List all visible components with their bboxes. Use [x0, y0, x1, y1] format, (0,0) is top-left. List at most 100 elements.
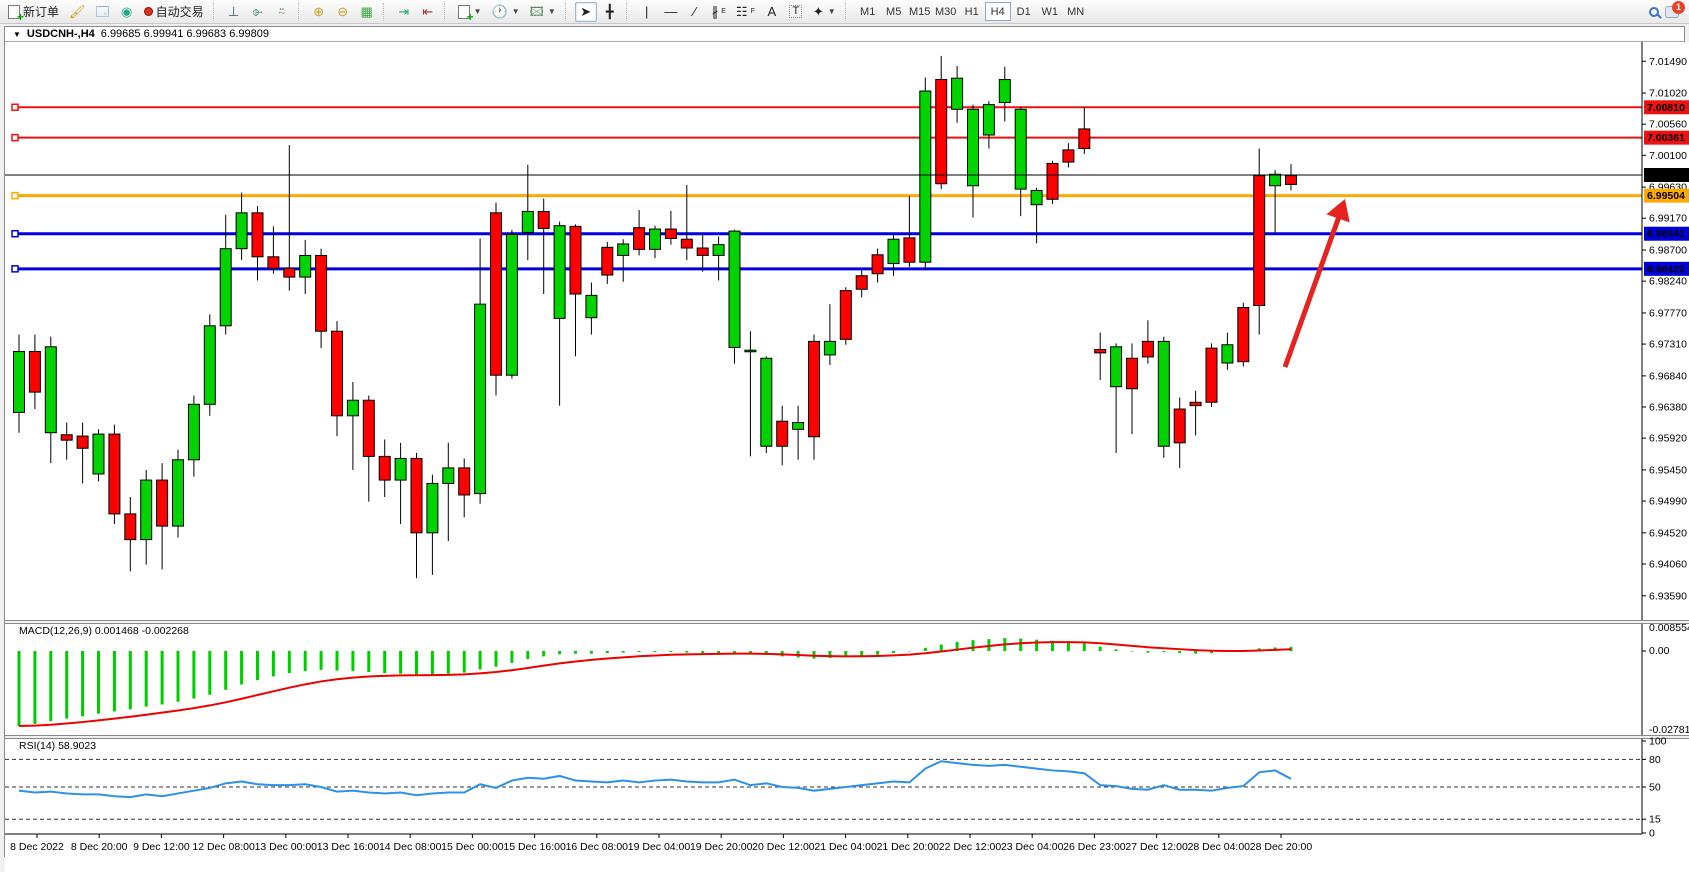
toolbar-separator [297, 2, 303, 21]
timeframe-M15[interactable]: M15 [908, 5, 931, 18]
channel-icon: ∦ [711, 4, 719, 19]
vertical-line-button[interactable]: | [636, 2, 658, 22]
candle-body [267, 256, 280, 269]
crosshair-button[interactable]: ╋ [599, 2, 621, 22]
price-tick-label: 6.98700 [1649, 245, 1687, 257]
price-tag: 6.99809 [1647, 170, 1685, 182]
chevron-down-icon: ▼ [827, 7, 836, 16]
candle-body [1157, 340, 1170, 447]
timeframe-H1[interactable]: H1 [964, 5, 979, 18]
label-button[interactable]: T [785, 2, 807, 22]
indicators-icon [457, 4, 474, 24]
candle-body [394, 457, 407, 481]
candle-body [951, 77, 964, 110]
channel-button[interactable]: ∦ E [708, 2, 730, 22]
rsi-scale-label: 0 [1649, 828, 1655, 840]
candle-body [1173, 408, 1186, 444]
chart-shift-button[interactable]: ⇤ [417, 2, 439, 22]
candle-body [680, 238, 693, 249]
trendline-button[interactable]: ∕ [684, 2, 706, 22]
signals-button[interactable]: ◉ [116, 2, 138, 22]
candle-body [76, 435, 89, 449]
notification-icon[interactable]: 1 [1665, 0, 1685, 18]
zoom-out-button[interactable]: ⊖ [332, 2, 354, 22]
candle-body [187, 403, 200, 461]
timeframe-M5[interactable]: M5 [886, 5, 902, 18]
candle-body [490, 212, 502, 376]
tile-windows-button[interactable]: ▦ [356, 2, 378, 22]
toolbar-separator [844, 2, 850, 21]
cursor-button[interactable]: ➤ [574, 1, 597, 22]
candle-body [203, 325, 216, 405]
candle-body [537, 210, 550, 229]
macd-label: MACD(12,26,9) 0.001468 -0.002268 [19, 625, 189, 637]
time-axis-label: 21 Dec 04:00 [814, 841, 877, 853]
time-axis-label: 12 Dec 08:00 [192, 841, 255, 853]
deposit-button[interactable]: 🖌 [65, 2, 90, 22]
timeframe-M30[interactable]: M30 [934, 5, 957, 18]
candle-body [172, 459, 184, 527]
candle-body [998, 79, 1011, 104]
line-chart-button[interactable]: ⍨ [271, 2, 293, 22]
candle-body [108, 433, 121, 515]
price-tick-label: 7.01490 [1649, 56, 1687, 68]
candle-body [1062, 149, 1075, 163]
rsi-line [18, 760, 1292, 799]
zoom-in-button[interactable]: ⊕ [308, 2, 330, 22]
rsi-label: RSI(14) 58.9023 [19, 740, 96, 752]
timeframe-W1[interactable]: W1 [1041, 5, 1058, 18]
collapse-triangle-icon[interactable]: ▼ [13, 29, 21, 39]
candle-body [1205, 347, 1218, 403]
time-axis-label: 8 Dec 20:00 [71, 841, 128, 853]
toolbar-separator [443, 2, 449, 21]
candle-body [649, 228, 661, 250]
candle-body [315, 254, 328, 332]
text-button[interactable]: A [761, 2, 783, 22]
fibonacci-button[interactable]: ☷ F [732, 2, 759, 22]
candle-body [919, 90, 932, 263]
candle-body [156, 479, 169, 527]
timeframe-MN[interactable]: MN [1067, 5, 1085, 18]
new-order-button[interactable]: 新订单 [4, 2, 63, 24]
new-order-label: 新订单 [23, 5, 60, 19]
zoom-in-icon: ⊕ [313, 4, 325, 19]
timeframe-H4[interactable]: H4 [984, 2, 1011, 21]
candle-body [585, 294, 598, 319]
price-tick-label: 6.96840 [1649, 370, 1687, 382]
horizontal-line-button[interactable]: — [660, 2, 682, 22]
candle-body [410, 457, 423, 534]
periods-button[interactable]: 🕐 ▼ [488, 2, 524, 22]
search-icon[interactable] [1649, 6, 1659, 17]
candle-body [60, 434, 73, 441]
time-axis-label: 13 Dec 00:00 [255, 841, 318, 853]
chart-window: ▼ USDCNH-,H4 6.99685 6.99941 6.99683 6.9… [4, 26, 1689, 872]
candle-body [458, 467, 471, 496]
price-tick-label: 6.93590 [1649, 590, 1687, 602]
candle-body [1110, 346, 1123, 388]
chart-canvas[interactable]: 7.014907.010207.005607.001006.996306.991… [5, 42, 1689, 872]
templates-button[interactable]: 🖾 ▼ [526, 2, 560, 22]
candlestick-chart-button[interactable]: ⌱ [247, 2, 269, 22]
rsi-scale-label: 80 [1649, 754, 1661, 766]
candle-body [124, 513, 137, 541]
candle-body [1014, 108, 1027, 190]
candle-body [839, 290, 852, 340]
candle-body [553, 225, 566, 319]
arrows-button[interactable]: ✦ ▼ [809, 2, 840, 22]
candle-body [44, 346, 57, 434]
periods-icon: 🕐 [491, 4, 508, 19]
crosshair-icon: ╋ [605, 4, 614, 19]
candle-body [474, 303, 487, 495]
indicators-button[interactable]: ▼ [454, 2, 486, 24]
candle-body [283, 267, 296, 278]
candle-body [617, 243, 630, 256]
label-icon: T [789, 5, 803, 18]
main-toolbar: 新订单 🖌 🗔 ◉ 自动交易 ⊥ ⌱ ⍨ ⊕ ⊖ ▦ ⇥ ⇤ ▼ 🕐▼ 🖾▼ ➤… [0, 0, 1689, 24]
timeframe-M1[interactable]: M1 [860, 5, 876, 18]
candle-body [1030, 189, 1043, 206]
auto-trading-button[interactable]: 自动交易 [140, 2, 208, 22]
auto-scroll-button[interactable]: ⇥ [393, 2, 415, 22]
market-watch-button[interactable]: 🗔 [92, 2, 114, 22]
bar-chart-button[interactable]: ⊥ [223, 2, 245, 22]
timeframe-D1[interactable]: D1 [1016, 5, 1031, 18]
